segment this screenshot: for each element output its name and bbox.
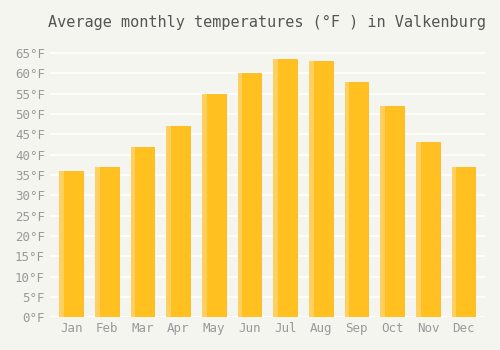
Bar [59, 171, 64, 317]
Bar [96, 167, 118, 317]
Bar [273, 59, 278, 317]
Bar [345, 82, 368, 317]
Bar [452, 167, 475, 317]
Bar [380, 106, 385, 317]
Bar [238, 74, 261, 317]
Bar [131, 147, 154, 317]
Bar [380, 106, 404, 317]
Bar [452, 167, 456, 317]
Bar [166, 126, 171, 317]
Bar [202, 94, 226, 317]
Bar [166, 126, 190, 317]
Title: Average monthly temperatures (°F ) in Valkenburg: Average monthly temperatures (°F ) in Va… [48, 15, 486, 30]
Bar [274, 59, 297, 317]
Bar [416, 142, 420, 317]
Bar [60, 171, 83, 317]
Bar [238, 74, 242, 317]
Bar [202, 94, 206, 317]
Bar [95, 167, 100, 317]
Bar [130, 147, 135, 317]
Bar [309, 61, 314, 317]
Bar [344, 82, 349, 317]
Bar [310, 61, 332, 317]
Bar [416, 142, 440, 317]
